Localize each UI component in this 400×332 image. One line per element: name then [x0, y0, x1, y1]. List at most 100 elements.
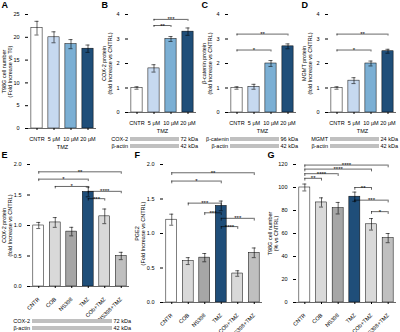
svg-text:****: **** [317, 171, 327, 177]
svg-text:0: 0 [16, 125, 19, 131]
svg-text:20 μM: 20 μM [180, 120, 196, 126]
svg-text:20: 20 [13, 34, 19, 40]
svg-text:**: ** [361, 185, 366, 191]
svg-text:COB: COB [311, 312, 324, 325]
svg-text:*: * [62, 176, 65, 182]
svg-text:NS398: NS398 [58, 296, 74, 312]
svg-text:****: **** [225, 224, 235, 230]
svg-text:3: 3 [116, 36, 119, 42]
svg-text:TMZ: TMZ [345, 312, 358, 325]
svg-text:*: * [353, 47, 356, 53]
svg-text:TMZ: TMZ [157, 128, 169, 134]
svg-text:1.0: 1.0 [147, 230, 155, 236]
svg-text:1: 1 [216, 85, 219, 91]
svg-text:1.5: 1.5 [147, 196, 155, 202]
svg-text:4: 4 [116, 11, 119, 17]
svg-text:COB: COB [178, 312, 191, 325]
svg-text:***: *** [93, 196, 101, 202]
svg-text:**: ** [160, 23, 165, 29]
svg-text:2: 2 [216, 60, 219, 66]
svg-text:NS398+TMZ: NS398+TMZ [230, 312, 257, 332]
svg-text:4: 4 [316, 11, 319, 17]
svg-text:15: 15 [13, 57, 19, 63]
svg-text:COX-2 protein(fold Increase vs: COX-2 protein(fold Increase vs CNTRL) [1, 194, 13, 256]
svg-text:TMZ: TMZ [57, 144, 69, 150]
svg-text:A: A [2, 0, 9, 10]
svg-text:***: *** [209, 210, 217, 216]
svg-text:MGMT protein(fold Increase vs: MGMT protein(fold Increase vs CNTRL) [301, 32, 313, 94]
svg-text:G: G [268, 150, 275, 160]
svg-text:0: 0 [216, 109, 219, 115]
svg-text:TMZ: TMZ [357, 128, 369, 134]
svg-text:1: 1 [116, 85, 119, 91]
svg-text:10: 10 [13, 80, 19, 86]
svg-text:TMZ: TMZ [211, 312, 224, 325]
svg-text:***: *** [234, 215, 242, 221]
svg-text:TMZ: TMZ [78, 296, 91, 309]
svg-text:100: 100 [278, 184, 287, 190]
svg-text:****: **** [342, 162, 352, 168]
svg-text:0.0: 0.0 [147, 299, 155, 305]
svg-text:CNTR: CNTR [292, 312, 307, 327]
svg-text:COX-2 protein(fold Increase vs: COX-2 protein(fold Increase vs CNTRL) [101, 32, 113, 94]
svg-text:10 μM: 10 μM [263, 120, 279, 126]
svg-text:***: *** [167, 16, 175, 22]
svg-text:CNTR: CNTR [329, 120, 344, 126]
svg-text:C: C [202, 0, 209, 10]
svg-text:0.5: 0.5 [147, 265, 155, 271]
svg-text:20: 20 [281, 276, 287, 282]
svg-text:2.0: 2.0 [14, 161, 22, 167]
svg-text:5 μM: 5 μM [348, 120, 361, 126]
svg-text:5 μM: 5 μM [248, 120, 261, 126]
svg-text:*: * [195, 178, 198, 184]
svg-text:1.0: 1.0 [14, 222, 22, 228]
svg-text:CNTR: CNTR [29, 136, 44, 142]
svg-text:PGE2(Fold Increase vs CNTRL): PGE2(Fold Increase vs CNTRL) [134, 201, 146, 265]
svg-text:120: 120 [278, 161, 287, 167]
svg-text:2: 2 [116, 60, 119, 66]
svg-text:4: 4 [216, 11, 219, 17]
svg-text:CNTR: CNTR [129, 120, 144, 126]
svg-text:D: D [302, 0, 309, 10]
svg-text:25: 25 [13, 11, 19, 17]
svg-text:NS398+TMZ: NS398+TMZ [364, 312, 391, 332]
svg-text:5 μM: 5 μM [48, 136, 61, 142]
svg-text:**: ** [311, 175, 316, 181]
svg-text:10 μM: 10 μM [363, 120, 379, 126]
svg-text:****: **** [100, 188, 110, 194]
svg-text:10 μM: 10 μM [63, 136, 79, 142]
svg-text:20 μM: 20 μM [380, 120, 396, 126]
svg-text:5 μM: 5 μM [148, 120, 161, 126]
svg-text:0.5: 0.5 [14, 253, 22, 259]
svg-text:5: 5 [16, 102, 19, 108]
svg-text:E: E [2, 150, 8, 160]
svg-text:1: 1 [316, 85, 319, 91]
svg-text:**: ** [360, 31, 365, 37]
svg-text:F: F [135, 150, 141, 160]
svg-text:B: B [102, 0, 109, 10]
svg-text:40: 40 [281, 253, 287, 259]
svg-text:**: ** [260, 31, 265, 37]
svg-text:10 μM: 10 μM [163, 120, 179, 126]
svg-text:*: * [253, 47, 256, 53]
svg-text:2: 2 [316, 60, 319, 66]
svg-text:20 μM: 20 μM [280, 120, 296, 126]
svg-text:***: *** [201, 200, 209, 206]
svg-text:1.5: 1.5 [14, 192, 22, 198]
svg-text:NS398: NS398 [191, 312, 207, 328]
svg-text:3: 3 [216, 36, 219, 42]
svg-text:COB: COB [45, 296, 58, 309]
svg-text:20 μM: 20 μM [80, 136, 96, 142]
svg-text:T98G cell number(Fold Increase: T98G cell number(Fold Increase vs T0) [1, 45, 13, 97]
svg-text:CNTR: CNTR [159, 312, 174, 327]
svg-text:*: * [71, 183, 74, 189]
svg-text:0: 0 [284, 299, 287, 305]
svg-text:***: *** [368, 197, 376, 203]
svg-text:0: 0 [116, 109, 119, 115]
svg-text:0.0: 0.0 [14, 283, 22, 289]
svg-text:CNTR: CNTR [229, 120, 244, 126]
svg-text:**: ** [78, 169, 83, 175]
svg-text:β-catenin protein(fold Increas: β-catenin protein(fold Increase vs CNTRL… [201, 32, 213, 94]
svg-text:TMZ: TMZ [257, 128, 269, 134]
svg-text:2.0: 2.0 [147, 161, 155, 167]
